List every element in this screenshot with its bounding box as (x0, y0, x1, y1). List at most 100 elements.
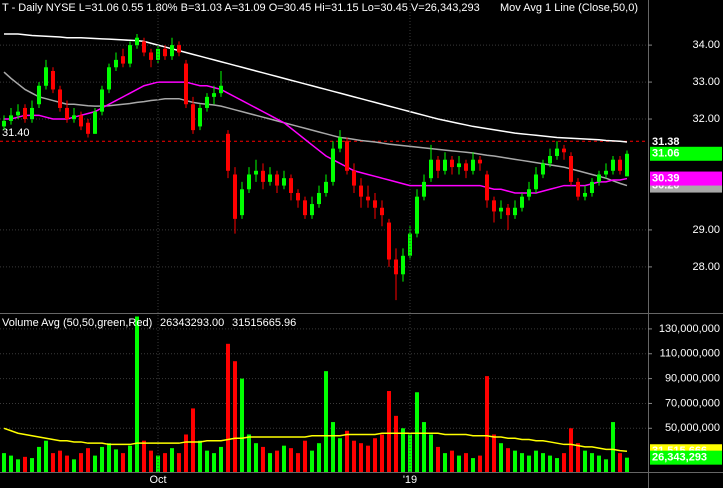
y-tick-label: 32.00 (692, 113, 720, 125)
volume-bar (506, 448, 510, 472)
volume-bar (576, 443, 580, 472)
volume-bar (275, 450, 279, 472)
volume-bar (625, 457, 629, 472)
candle-body (30, 107, 34, 120)
candle-body (9, 115, 13, 121)
volume-bar (345, 430, 349, 472)
candle-body (72, 115, 76, 120)
volume-bar (100, 446, 104, 472)
volume-bar (429, 434, 433, 472)
volume-bar (289, 448, 293, 472)
candle-body (86, 122, 90, 134)
candle-body (324, 181, 328, 193)
volume-bar (485, 376, 489, 472)
volume-bar (240, 378, 244, 472)
candle-body (23, 107, 27, 120)
value-tag-label: 31.06 (652, 148, 680, 160)
candle-body (205, 96, 209, 108)
candle-body (100, 89, 104, 112)
volume-bar (450, 450, 454, 472)
value-tag-label: 31.38 (652, 136, 680, 148)
volume-bar (205, 450, 209, 472)
candle-body (534, 174, 538, 190)
candle-body (429, 159, 433, 179)
candle-body (583, 192, 587, 197)
volume-bar (604, 459, 608, 472)
volume-bar (471, 458, 475, 472)
value-tag (650, 450, 722, 465)
volume-bar (422, 422, 426, 472)
volume-bar (9, 455, 13, 472)
candle-body (520, 196, 524, 208)
volume-bar (492, 434, 496, 472)
candle-body (450, 159, 454, 168)
y-tick-label: 28.00 (692, 261, 720, 273)
candle-body (562, 148, 566, 153)
candle-body (338, 137, 342, 149)
candle-body (114, 59, 118, 68)
volume-bar (380, 434, 384, 472)
value-tag (650, 171, 722, 186)
candle-body (597, 174, 601, 182)
indicator-line (3, 71, 628, 187)
candle-body (135, 37, 139, 46)
candle-body (611, 159, 615, 171)
volume-bar (233, 361, 237, 472)
candle-body (436, 159, 440, 171)
candle-body (212, 93, 216, 97)
volume-bar (219, 446, 223, 472)
volume-bar (303, 440, 307, 472)
volume-bar (611, 422, 615, 472)
candle-body (107, 67, 111, 90)
volume-bar (541, 453, 545, 472)
volume-bar (436, 446, 440, 472)
volume-bar (282, 445, 286, 472)
y-tick-label: 29.00 (692, 224, 720, 236)
candle-body (79, 115, 83, 127)
candle-body (149, 52, 153, 60)
volume-bar (226, 343, 230, 472)
candle-body (555, 148, 559, 156)
candle-body (457, 163, 461, 168)
volume-bar (2, 453, 6, 472)
volume-bar (310, 450, 314, 472)
candle-body (58, 89, 62, 108)
candle-body (492, 200, 496, 212)
candle-body (443, 159, 447, 171)
candle-body (163, 48, 167, 57)
volume-bar (618, 453, 622, 472)
volume-bar (534, 450, 538, 472)
candle-body (226, 133, 230, 171)
volume-bar (401, 428, 405, 472)
volume-bar (569, 428, 573, 472)
candle-body (233, 174, 237, 219)
volume-bar (72, 459, 76, 472)
volume-bar (128, 445, 132, 472)
candle-body (604, 170, 608, 175)
volume-bar (261, 446, 265, 472)
candle-body (618, 159, 622, 171)
volume-bar (520, 453, 524, 472)
candle-body (569, 156, 573, 182)
volume-bar (107, 443, 111, 472)
candle-body (331, 148, 335, 182)
candle-body (471, 159, 475, 171)
candle-body (408, 233, 412, 256)
candle-body (310, 204, 314, 216)
volume-bar (359, 443, 363, 472)
volume-bar (177, 453, 181, 472)
candle-body (44, 67, 48, 86)
candle-body (275, 174, 279, 186)
indicator-line (4, 33, 628, 143)
candle-body (282, 178, 286, 186)
candle-body (576, 181, 580, 197)
volume-bar (478, 455, 482, 472)
volume-bar (457, 455, 461, 472)
candle-body (373, 200, 377, 208)
panel-title: Volume Avg (50,50,green,Red) (2, 317, 152, 329)
candle-body (191, 104, 195, 131)
candle-body (485, 174, 489, 201)
x-tick-label: '19 (403, 474, 417, 486)
